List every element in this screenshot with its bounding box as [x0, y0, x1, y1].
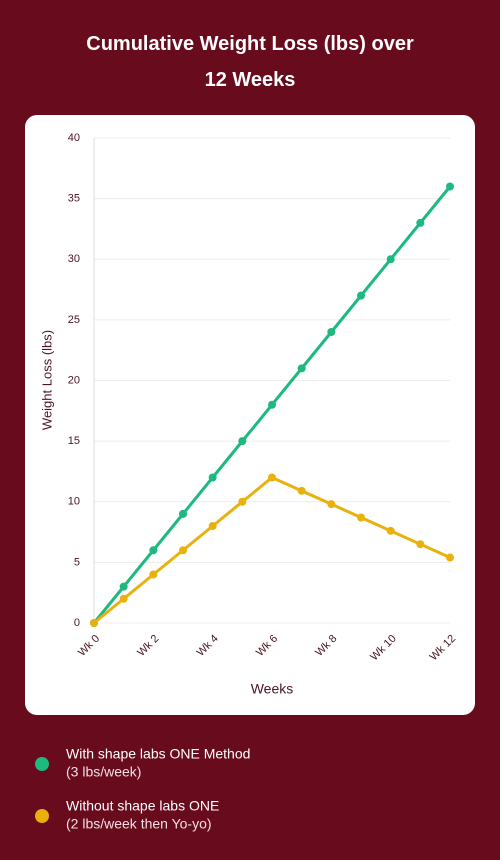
data-point — [327, 328, 336, 336]
data-point — [446, 182, 454, 191]
data-point — [386, 526, 395, 535]
data-point — [238, 437, 247, 446]
data-point — [179, 509, 187, 518]
data-point — [268, 400, 276, 409]
data-point — [327, 500, 336, 509]
y-tick-label: 0 — [74, 617, 80, 629]
y-tick-label: 15 — [68, 435, 80, 447]
data-point — [208, 473, 217, 482]
legend-label: With shape labs ONE Method — [66, 746, 250, 762]
data-point — [357, 291, 365, 300]
y-tick-label: 40 — [68, 132, 80, 144]
legend-description: (2 lbs/week then Yo-yo) — [66, 816, 212, 832]
data-point — [416, 540, 425, 549]
y-tick-label: 10 — [68, 496, 80, 508]
data-point — [446, 553, 454, 562]
y-tick-label: 35 — [68, 193, 80, 205]
data-point — [179, 546, 187, 555]
data-point — [149, 546, 158, 555]
y-tick-label: 20 — [68, 374, 80, 386]
legend-label: Without shape labs ONE — [66, 798, 219, 814]
chart-title: Cumulative Weight Loss (lbs) over 12 Wee… — [86, 33, 414, 91]
y-tick-label: 25 — [68, 314, 80, 326]
legend-swatch — [35, 809, 49, 823]
x-axis-label: Weeks — [251, 681, 294, 697]
data-point — [268, 473, 276, 482]
data-point — [119, 582, 128, 591]
y-tick-label: 5 — [74, 556, 80, 568]
y-axis-label: Weight Loss (lbs) — [39, 330, 54, 430]
data-point — [386, 255, 395, 264]
data-point — [416, 218, 425, 227]
legend-swatch — [35, 757, 49, 771]
data-point — [90, 619, 98, 627]
data-point — [357, 513, 365, 522]
y-tick-label: 30 — [68, 253, 80, 265]
data-point — [297, 364, 306, 373]
data-point — [208, 522, 217, 530]
data-point — [297, 486, 306, 495]
legend-description: (3 lbs/week) — [66, 764, 141, 780]
chart-card — [25, 115, 475, 715]
data-point — [119, 594, 128, 603]
data-point — [238, 497, 247, 506]
data-point — [149, 570, 158, 579]
